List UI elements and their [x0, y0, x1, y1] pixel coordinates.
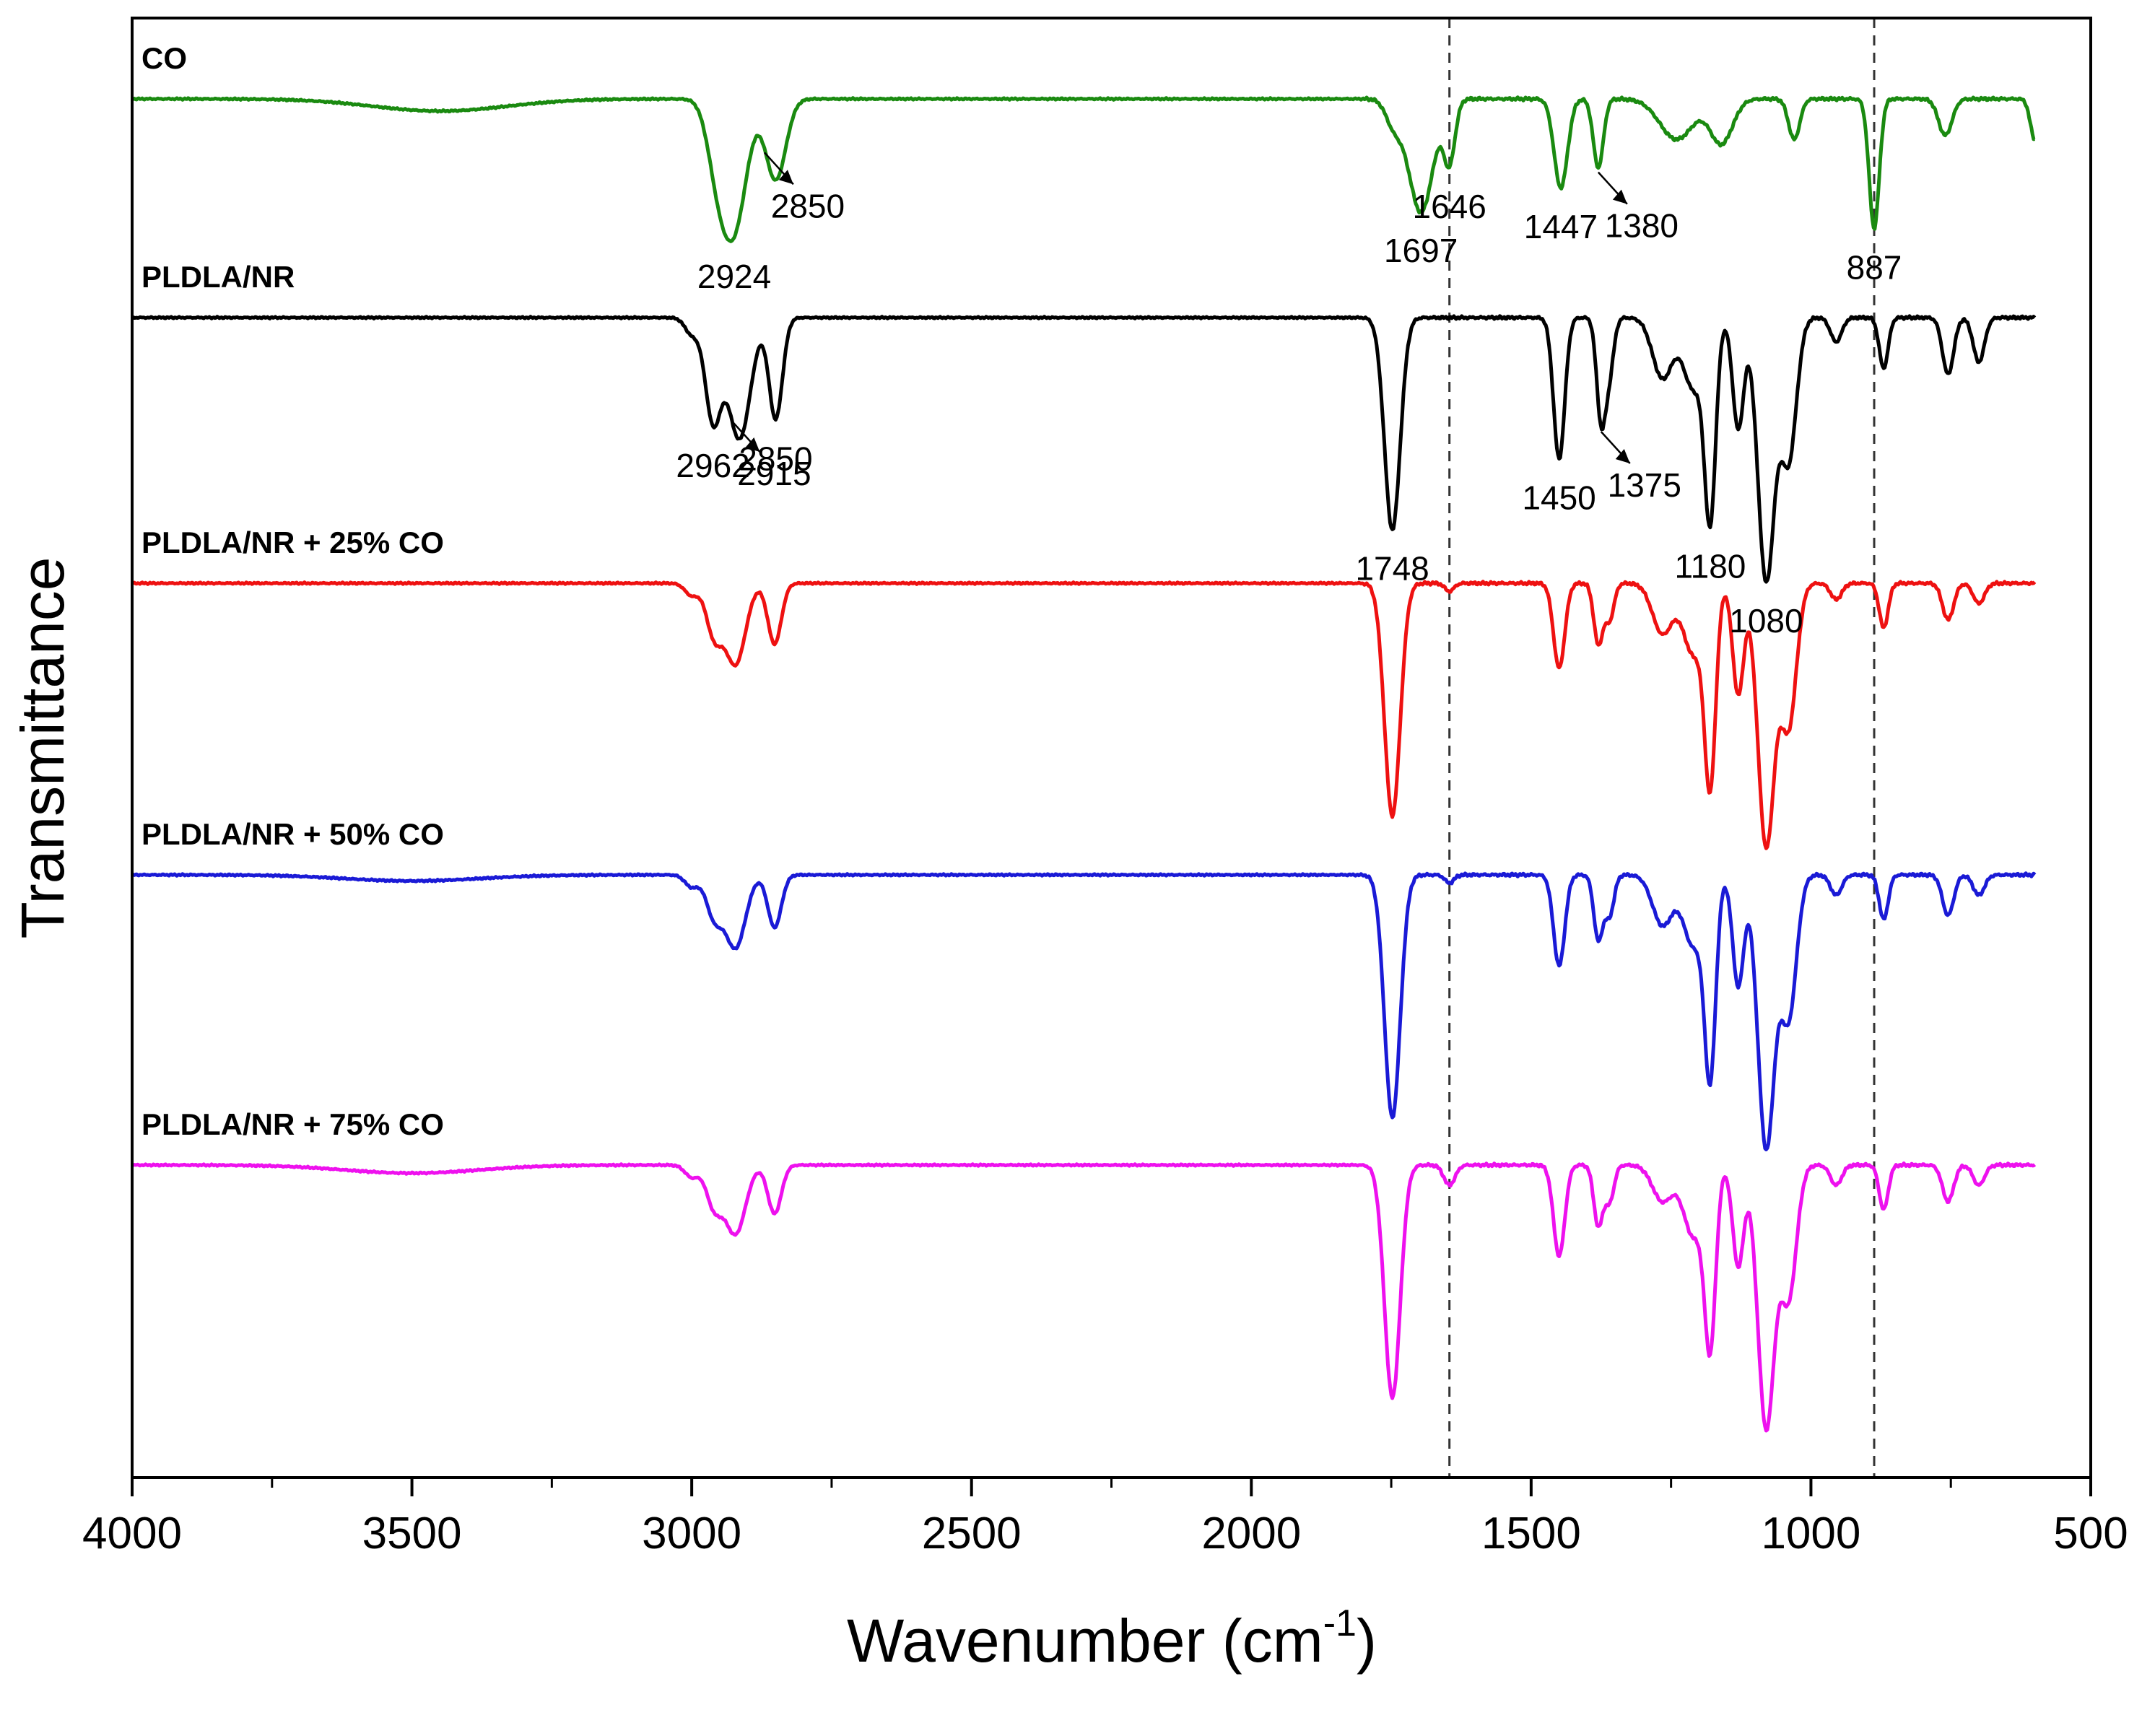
peak-label: 1180	[1674, 548, 1746, 585]
peak-label: 2924	[697, 258, 771, 295]
reference-lines	[1448, 18, 1876, 1478]
x-axis-title-close: )	[1357, 1607, 1377, 1675]
x-tick-label: 2500	[922, 1509, 1022, 1558]
series-label: PLDLA/NR + 25% CO	[142, 525, 444, 559]
peak-label: 1375	[1608, 466, 1681, 504]
peak-label: 2962	[676, 447, 749, 484]
series-layer	[131, 95, 2037, 1433]
peak-label: 1646	[1413, 188, 1486, 225]
peak-label: 887	[1847, 249, 1902, 287]
series-label: CO	[142, 41, 187, 75]
x-axis-title-main: Wavenumber (cm	[847, 1607, 1323, 1675]
peak-label: 1447	[1524, 208, 1598, 245]
series-label: PLDLA/NR	[142, 260, 295, 294]
series-line-4	[131, 1161, 2037, 1433]
x-tick-label: 4000	[82, 1509, 182, 1558]
x-axis-title: Wavenumber (cm-1)	[847, 1602, 1377, 1675]
x-tick-label: 3500	[362, 1509, 462, 1558]
x-axis-title-superscript: -1	[1323, 1602, 1357, 1644]
series-line-0	[131, 95, 2036, 243]
peak-label: 2915	[737, 455, 811, 492]
series-label: PLDLA/NR + 75% CO	[142, 1107, 444, 1141]
peak-label: 1380	[1605, 207, 1679, 245]
annotation-arrowhead	[745, 437, 760, 452]
peak-label: 2850	[771, 187, 845, 224]
x-tick-label: 1500	[1481, 1509, 1581, 1558]
peak-label: 1748	[1355, 549, 1429, 587]
series-line-2	[131, 580, 2037, 850]
x-tick-label: 1000	[1761, 1509, 1860, 1558]
series-line-1	[131, 314, 2037, 584]
x-tick-label: 3000	[642, 1509, 741, 1558]
annotation-arrowhead	[1615, 448, 1630, 463]
x-axis-ticks: 4000 3500 3000 2500 2000 1500 1000 500	[82, 1478, 2128, 1558]
annotation-arrowhead	[778, 170, 793, 185]
y-axis-title: Transmittance	[9, 557, 77, 938]
x-tick-label: 2000	[1201, 1509, 1301, 1558]
series-label: PLDLA/NR + 50% CO	[142, 817, 444, 851]
series-line-3	[131, 871, 2037, 1151]
x-tick-label: 500	[2053, 1509, 2128, 1558]
peak-label: 1080	[1729, 602, 1803, 640]
peak-label: 1450	[1522, 479, 1595, 516]
peak-label: 1697	[1384, 232, 1458, 269]
annotation-arrowhead	[1612, 189, 1627, 204]
peak-label: 2850	[739, 440, 812, 478]
